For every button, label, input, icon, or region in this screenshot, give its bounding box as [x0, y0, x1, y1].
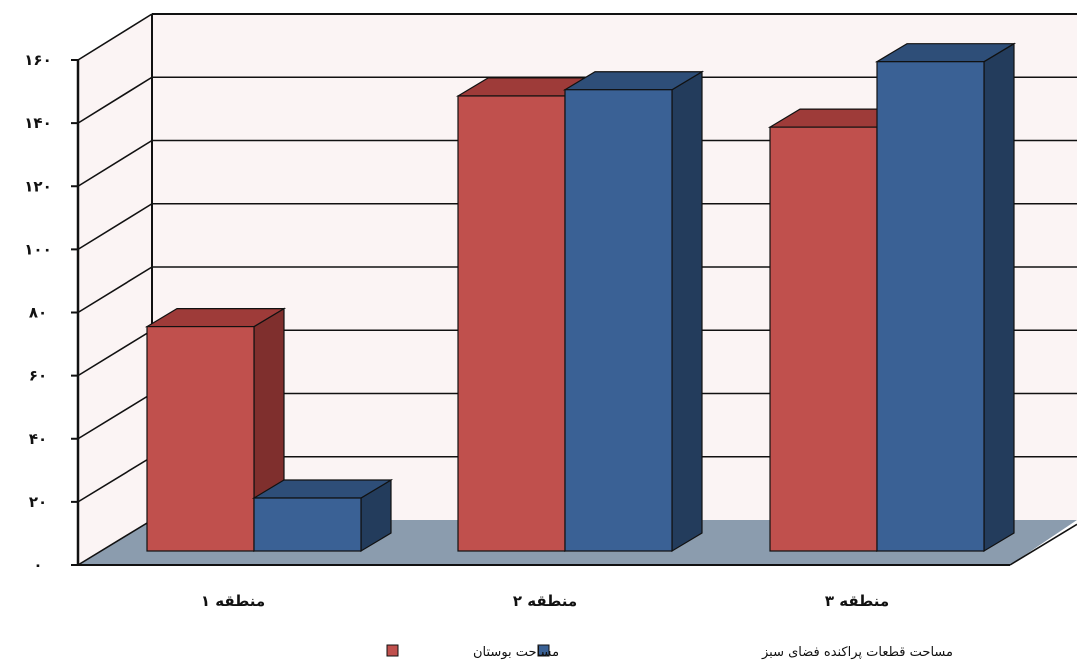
x-tick-label: منطقه ۱ — [201, 592, 265, 610]
gridline-side — [77, 329, 153, 377]
gridline-side — [77, 392, 153, 440]
gridline-side — [77, 13, 153, 61]
bar — [564, 89, 673, 552]
gridline-side — [77, 519, 153, 566]
x-tick-label: منطقه ۳ — [825, 592, 889, 610]
bar-side — [671, 70, 703, 553]
y-tick-label: ۲۰ — [29, 493, 47, 511]
floor-edge — [1009, 523, 1077, 566]
bars — [144, 42, 1017, 553]
y-tick-label: ۶۰ — [29, 367, 47, 385]
y-tick-label: ۰ — [33, 556, 42, 574]
bar — [146, 325, 255, 552]
y-tick-label: ۱۴۰ — [24, 114, 51, 132]
gridline-side — [77, 203, 153, 251]
bar-side — [983, 42, 1015, 553]
gridline-side — [77, 266, 153, 314]
gridline-side — [77, 76, 153, 124]
x-tick-label: منطقه ۲ — [513, 592, 577, 610]
y-tick-label: ۱۰۰ — [24, 240, 51, 258]
legend: مساحت قطعات پراکنده فضای سبز مساحت بوستا… — [386, 644, 953, 660]
legend-label-series-2: مساحت قطعات پراکنده فضای سبز — [761, 645, 953, 660]
bar — [457, 95, 566, 552]
legend-swatch-series-2 — [537, 644, 550, 657]
bar — [769, 126, 878, 552]
legend-swatch-series-1 — [386, 644, 399, 657]
bar — [876, 61, 985, 552]
y-axis: ۰ ۲۰ ۴۰ ۶۰ ۸۰ ۱۰۰ ۱۲۰ ۱۴۰ ۱۶۰ — [24, 51, 80, 574]
y-tick-label: ۱۶۰ — [24, 51, 51, 69]
y-tick-label: ۱۲۰ — [24, 177, 51, 195]
gridline-side — [77, 139, 153, 187]
y-tick-label: ۴۰ — [29, 430, 47, 448]
x-axis-labels: منطقه ۱ منطقه ۲ منطقه ۳ — [201, 592, 889, 610]
gridline-side — [77, 456, 153, 503]
y-tick-label: ۸۰ — [29, 304, 47, 322]
legend-label-series-1: مساحت بوستان — [473, 645, 559, 660]
bar — [253, 497, 362, 552]
